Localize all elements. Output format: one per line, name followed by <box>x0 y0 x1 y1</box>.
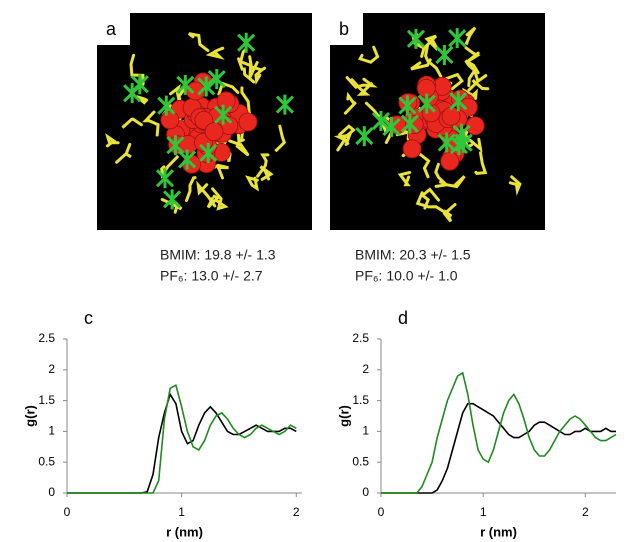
panel-label: a <box>106 19 117 39</box>
caption: BMIM: 20.3 +/- 1.5 <box>355 247 471 263</box>
atom <box>161 111 179 129</box>
y-axis-label: g(r) <box>336 405 351 427</box>
caption: PF₆: 10.0 +/- 1.0 <box>355 268 458 284</box>
x-axis-label: r (nm) <box>166 524 203 539</box>
x-tick-label: 2 <box>582 505 589 519</box>
y-tick-label: 1 <box>48 424 55 438</box>
x-tick-label: 1 <box>480 505 487 519</box>
y-tick-label: 0 <box>48 485 55 499</box>
y-tick-label: 1.5 <box>352 393 369 407</box>
y-axis-label: g(r) <box>22 405 37 427</box>
atom <box>205 123 223 141</box>
y-tick-label: 1 <box>362 424 369 438</box>
y-tick-label: 0.5 <box>352 454 369 468</box>
y-tick-label: 2.5 <box>38 331 55 345</box>
figure: a b BMIM: 19.8 +/- 1.3 PF₆: 13.0 +/- 2.7… <box>0 0 628 542</box>
x-tick-label: 1 <box>178 505 185 519</box>
rdf-line <box>381 373 616 493</box>
y-tick-label: 2.5 <box>352 331 369 345</box>
panel-label: d <box>398 308 408 328</box>
atom <box>403 140 421 158</box>
panel-label: c <box>84 308 93 328</box>
rdf-line <box>67 385 296 493</box>
atom <box>217 92 235 110</box>
y-tick-label: 0.5 <box>38 454 55 468</box>
panel-label: b <box>339 19 349 39</box>
y-tick-label: 2 <box>362 362 369 376</box>
x-axis-label: r (nm) <box>480 524 517 539</box>
atom <box>239 113 257 131</box>
caption: BMIM: 19.8 +/- 1.3 <box>160 247 276 263</box>
x-tick-label: 0 <box>64 505 71 519</box>
y-tick-label: 0 <box>362 485 369 499</box>
atom <box>441 152 459 170</box>
x-tick-label: 2 <box>293 505 300 519</box>
rdf-line <box>381 404 616 493</box>
y-tick-label: 2 <box>48 362 55 376</box>
x-tick-label: 0 <box>378 505 385 519</box>
caption: PF₆: 13.0 +/- 2.7 <box>160 268 263 284</box>
y-tick-label: 1.5 <box>38 393 55 407</box>
